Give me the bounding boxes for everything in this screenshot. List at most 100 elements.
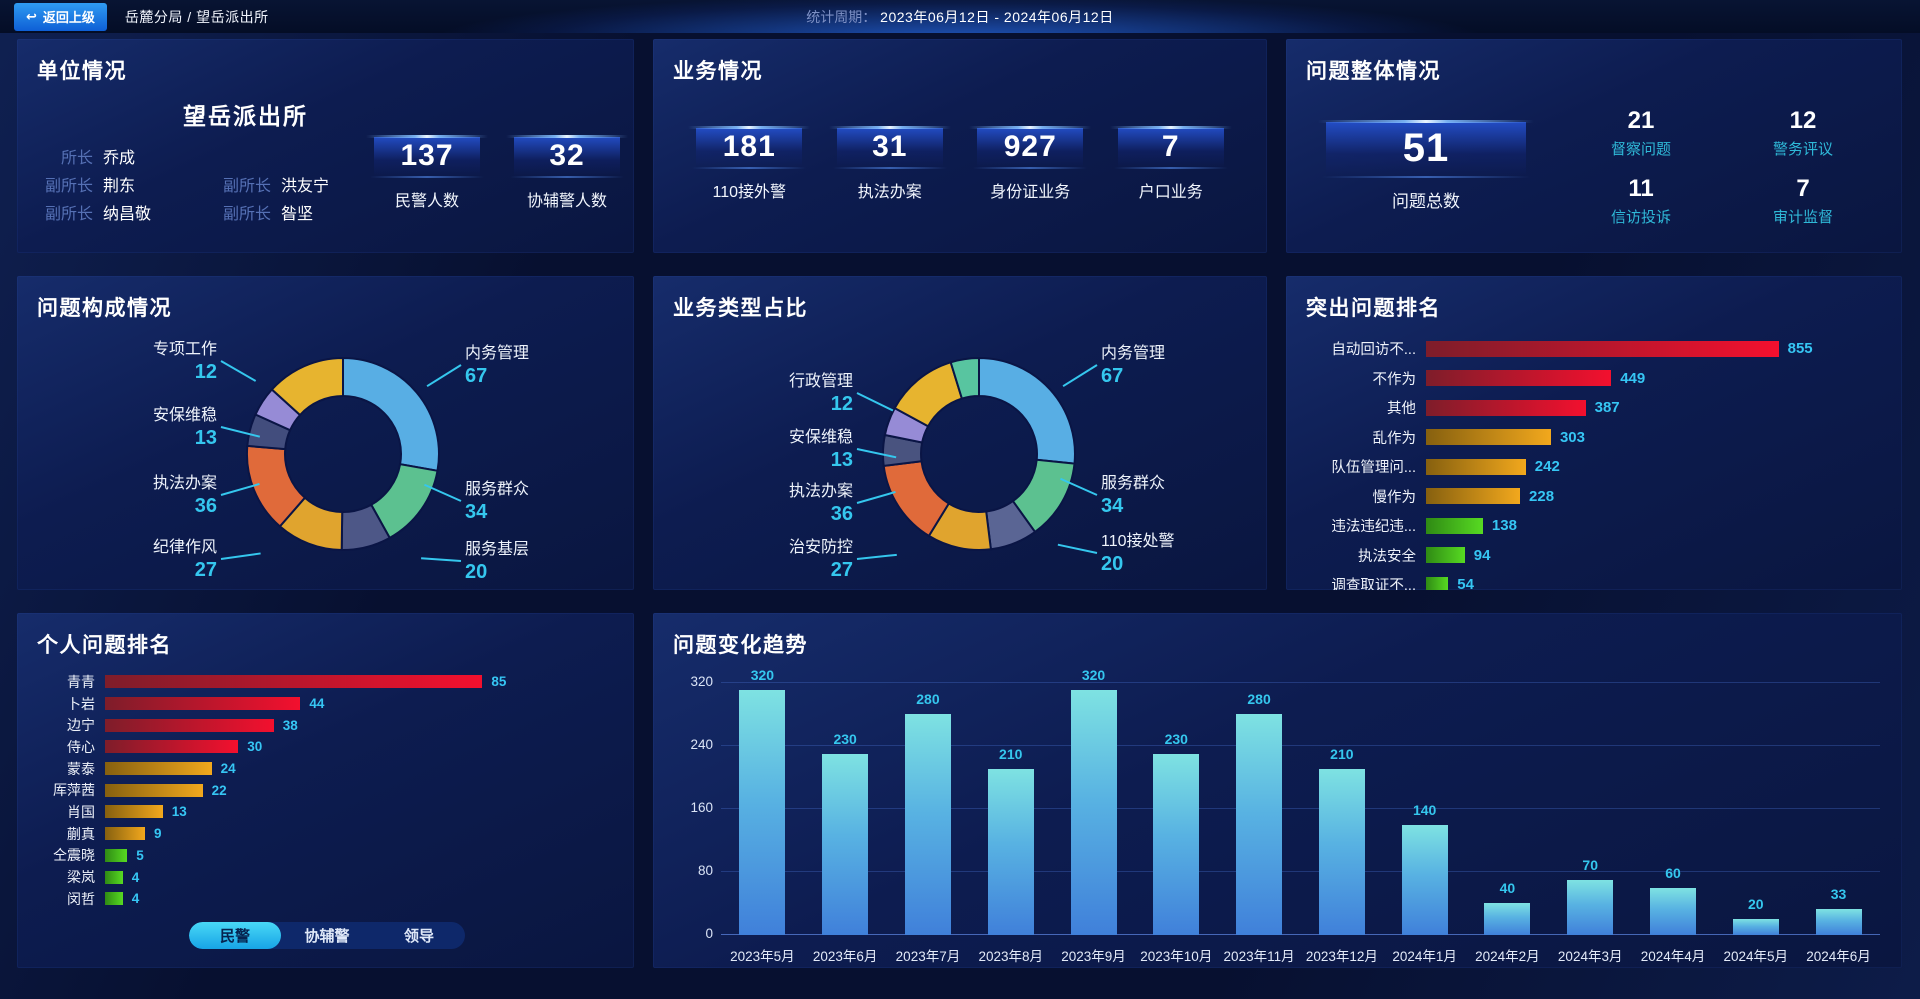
bar-track: 85 <box>105 674 622 689</box>
problem-trend-chart: 0 80 160 240 320 320 230 280 210 320 230 280 210 140 4… <box>669 663 1882 965</box>
donut-label-name: 内务管理 <box>1101 345 1166 362</box>
bar-row-label: 肖国 <box>67 803 95 820</box>
personal-ranking-title: 个人问题排名 <box>37 634 172 657</box>
bar <box>105 805 163 819</box>
bar-row: 队伍管理问... 242 <box>1296 452 1890 482</box>
bar <box>105 697 301 711</box>
leader-role: 副所长 <box>222 178 271 195</box>
bar-row: 调查取证不... 54 <box>1296 570 1890 590</box>
bar-value: 24 <box>220 761 236 777</box>
stat-label: 户口业务 <box>1138 184 1203 201</box>
problem_composition-donut <box>245 356 440 552</box>
trend-bar-cell: 70 <box>1549 667 1632 935</box>
x-axis-label: 2023年9月 <box>1061 949 1126 964</box>
donut-label-value: 12 <box>830 393 853 415</box>
bar <box>1426 488 1521 505</box>
donut-label-name: 服务基层 <box>465 541 530 558</box>
bar-track: 38 <box>105 718 622 733</box>
bar <box>105 740 239 754</box>
trend-bar-cell: 230 <box>1135 667 1218 935</box>
trend-bar <box>822 753 869 935</box>
stat-value: 32 <box>506 135 628 178</box>
back-button[interactable]: ↩ 返回上级 <box>14 2 107 31</box>
bar-row-label: 蒯真 <box>67 825 95 842</box>
trend-bar-cell: 320 <box>1052 667 1135 935</box>
bar-row: 违法违纪违... 138 <box>1296 511 1890 541</box>
mini-stat-label: 审计监督 <box>1772 209 1833 226</box>
donut-label: 安保维稳 13 <box>17 406 261 451</box>
trend-bar <box>1153 753 1200 935</box>
trend-bar-cell: 33 <box>1797 667 1880 935</box>
y-axis-tick: 240 <box>690 736 713 752</box>
bar-row-label: 调查取证不... <box>1331 578 1416 590</box>
donut-label: 专项工作 12 <box>17 340 257 385</box>
breadcrumb[interactable]: 岳麓分局 / 望岳派出所 <box>124 8 269 25</box>
bar-row: 蒯真 9 <box>27 823 622 845</box>
mini-stat-label: 督察问题 <box>1610 141 1671 158</box>
bar-row: 梁岚 4 <box>27 866 622 888</box>
trend-bar-cell: 320 <box>721 667 804 935</box>
bar-row: 厍萍茜 22 <box>27 779 622 801</box>
problem-overview-title: 问题整体情况 <box>1306 60 1441 83</box>
leader-item: 副所长 纳昌敬 <box>39 201 217 229</box>
bar-value: 855 <box>1787 340 1813 358</box>
trend-bar-value: 280 <box>916 691 940 708</box>
business-type-chart: 行政管理 12 安保维稳 13 执法办案 36 治安防控 27 内务管理 67 服务群众 34 110接… <box>653 324 1267 586</box>
leader-item: 副所长 荆东 <box>39 173 217 201</box>
y-axis-tick: 160 <box>690 799 713 815</box>
bar-row-label: 乱作为 <box>1372 430 1417 447</box>
panel-business: 业务情况 181 110接外警 31 执法办案 927 身份证业务 7 户口业务 <box>653 39 1267 253</box>
tab-领导[interactable]: 领导 <box>403 927 434 945</box>
bar <box>1426 340 1779 357</box>
x-axis-label: 2023年6月 <box>812 949 878 964</box>
bar-track: 9 <box>105 826 622 841</box>
stat-label: 协辅警人数 <box>526 193 607 210</box>
bar-track: 94 <box>1426 547 1890 564</box>
bar-track: 24 <box>105 761 622 776</box>
trend-bar-cell: 20 <box>1714 667 1797 935</box>
donut-segment <box>270 356 344 417</box>
bar-row-label: 边宁 <box>67 717 95 734</box>
gridline <box>721 934 1880 935</box>
leader-role: 副所长 <box>222 206 271 223</box>
donut-label-value: 27 <box>830 559 853 581</box>
trend-bar <box>1567 879 1614 935</box>
bar-track: 303 <box>1426 429 1890 446</box>
donut-label-value: 36 <box>830 503 853 525</box>
business_type-donut <box>882 356 1076 551</box>
x-axis-label: 2023年11月 <box>1223 949 1295 964</box>
donut-label-name: 纪律作风 <box>152 539 217 556</box>
bar-row-label: 梁岚 <box>67 869 95 886</box>
bar-row: 乱作为 303 <box>1296 423 1890 453</box>
donut-label: 服务群众 34 <box>424 480 629 525</box>
trend-bar <box>1236 714 1283 935</box>
x-axis-label: 2023年5月 <box>730 949 795 964</box>
bar-row: 侍心 30 <box>27 736 622 758</box>
bar <box>105 848 128 862</box>
unit-panel-title: 单位情况 <box>37 60 127 83</box>
donut-label-value: 12 <box>194 361 217 383</box>
unit-stats: 137 民警人数 32 协辅警人数 <box>366 119 628 229</box>
mini-stat-value: 7 <box>1796 175 1810 202</box>
leader-name: 洪友宁 <box>281 178 330 195</box>
bar-value: 85 <box>491 674 507 690</box>
bar-row: 肖国 13 <box>27 801 622 823</box>
tab-民警[interactable]: 民警 <box>189 921 281 949</box>
leader-empty <box>217 145 374 173</box>
tab-协辅警[interactable]: 协辅警 <box>304 927 350 945</box>
trend-bar <box>904 714 951 935</box>
bar-row-label: 其他 <box>1387 401 1416 418</box>
trend-bar <box>1484 903 1531 935</box>
bar <box>1426 429 1551 446</box>
bar <box>1426 576 1449 590</box>
gridline <box>721 744 1880 746</box>
trend-bar <box>1649 887 1696 935</box>
trend-bar-value: 33 <box>1830 886 1847 902</box>
donut-label-name: 治安防控 <box>788 539 853 556</box>
stat-value: 7 <box>1109 126 1232 169</box>
donut-segment <box>949 356 980 400</box>
bar-track: 30 <box>105 739 622 754</box>
bar-track: 855 <box>1426 340 1890 357</box>
topbar: ↩ 返回上级 岳麓分局 / 望岳派出所 统计周期： 2023年06月12日 - … <box>0 0 1920 33</box>
trend-bar-value: 210 <box>999 746 1023 763</box>
